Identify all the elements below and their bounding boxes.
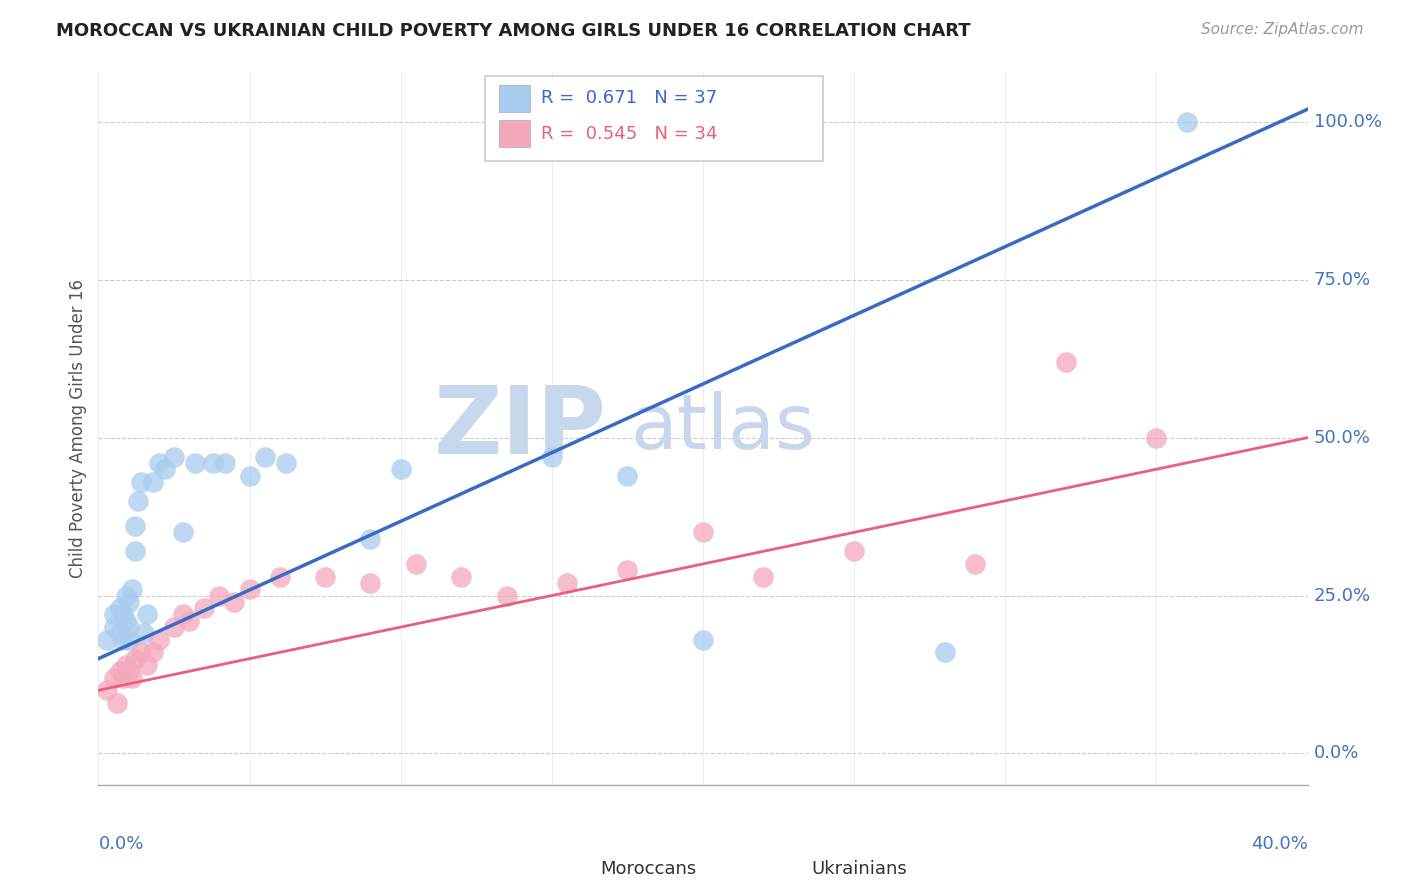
Point bbox=[934, 645, 956, 659]
Point bbox=[127, 493, 149, 508]
Point bbox=[179, 614, 201, 628]
Point bbox=[132, 626, 155, 640]
Point bbox=[253, 450, 276, 464]
FancyBboxPatch shape bbox=[558, 858, 588, 880]
Text: 0.0%: 0.0% bbox=[98, 836, 143, 854]
Y-axis label: Child Poverty Among Girls Under 16: Child Poverty Among Girls Under 16 bbox=[69, 278, 87, 578]
Point bbox=[405, 557, 427, 571]
Text: ZIP: ZIP bbox=[433, 382, 606, 475]
Point bbox=[1175, 115, 1198, 129]
Point bbox=[274, 456, 297, 470]
Point bbox=[314, 569, 336, 583]
Point bbox=[121, 671, 143, 685]
Point bbox=[172, 607, 194, 622]
Point bbox=[96, 683, 118, 698]
Text: 50.0%: 50.0% bbox=[1313, 429, 1371, 447]
Point bbox=[965, 557, 987, 571]
Point bbox=[692, 632, 714, 647]
Point bbox=[96, 632, 118, 647]
Point bbox=[360, 575, 382, 590]
Point bbox=[118, 632, 141, 647]
Text: 25.0%: 25.0% bbox=[1313, 587, 1371, 605]
Point bbox=[450, 569, 472, 583]
Point bbox=[616, 563, 638, 577]
Point bbox=[692, 525, 714, 540]
Point bbox=[239, 468, 262, 483]
Point bbox=[239, 582, 262, 597]
Point bbox=[214, 456, 236, 470]
Point bbox=[142, 475, 165, 489]
Text: MOROCCAN VS UKRAINIAN CHILD POVERTY AMONG GIRLS UNDER 16 CORRELATION CHART: MOROCCAN VS UKRAINIAN CHILD POVERTY AMON… bbox=[56, 22, 972, 40]
Text: 0.0%: 0.0% bbox=[1313, 745, 1360, 763]
Point bbox=[148, 632, 170, 647]
Point bbox=[108, 601, 131, 615]
Point bbox=[202, 456, 225, 470]
Point bbox=[1144, 431, 1167, 445]
Point bbox=[555, 575, 578, 590]
Point bbox=[124, 544, 146, 558]
Point bbox=[111, 607, 134, 622]
Point bbox=[118, 595, 141, 609]
Point bbox=[184, 456, 207, 470]
Point bbox=[121, 582, 143, 597]
Point bbox=[1054, 355, 1077, 369]
Point bbox=[108, 665, 131, 679]
Point bbox=[118, 665, 141, 679]
Point bbox=[114, 589, 136, 603]
Text: Source: ZipAtlas.com: Source: ZipAtlas.com bbox=[1201, 22, 1364, 37]
Text: Ukrainians: Ukrainians bbox=[811, 860, 908, 878]
Point bbox=[103, 607, 125, 622]
Point bbox=[208, 589, 231, 603]
Point bbox=[224, 595, 246, 609]
Point bbox=[124, 519, 146, 533]
Point bbox=[135, 657, 157, 672]
Point bbox=[153, 462, 176, 476]
Text: R =  0.671   N = 37: R = 0.671 N = 37 bbox=[541, 89, 717, 107]
Text: atlas: atlas bbox=[630, 392, 815, 465]
Point bbox=[114, 657, 136, 672]
Point bbox=[124, 651, 146, 665]
Point bbox=[495, 589, 517, 603]
Point bbox=[111, 671, 134, 685]
Point bbox=[142, 645, 165, 659]
Point bbox=[389, 462, 412, 476]
Point bbox=[148, 456, 170, 470]
Point bbox=[105, 696, 128, 710]
Point bbox=[540, 450, 562, 464]
Point bbox=[616, 468, 638, 483]
Text: 100.0%: 100.0% bbox=[1313, 113, 1382, 131]
Point bbox=[163, 450, 186, 464]
Point bbox=[103, 671, 125, 685]
FancyBboxPatch shape bbox=[769, 858, 800, 880]
Point bbox=[844, 544, 866, 558]
Text: 40.0%: 40.0% bbox=[1251, 836, 1308, 854]
Point bbox=[129, 475, 152, 489]
Point bbox=[163, 620, 186, 634]
Point bbox=[193, 601, 215, 615]
Text: Moroccans: Moroccans bbox=[600, 860, 696, 878]
Point bbox=[103, 620, 125, 634]
Point bbox=[114, 614, 136, 628]
Point bbox=[752, 569, 775, 583]
Point bbox=[135, 607, 157, 622]
Text: 75.0%: 75.0% bbox=[1313, 271, 1371, 289]
Point bbox=[111, 632, 134, 647]
Point bbox=[129, 645, 152, 659]
Point bbox=[118, 620, 141, 634]
Point bbox=[269, 569, 291, 583]
Point bbox=[172, 525, 194, 540]
Text: R =  0.545   N = 34: R = 0.545 N = 34 bbox=[541, 125, 718, 143]
Point bbox=[360, 532, 382, 546]
Point bbox=[108, 626, 131, 640]
